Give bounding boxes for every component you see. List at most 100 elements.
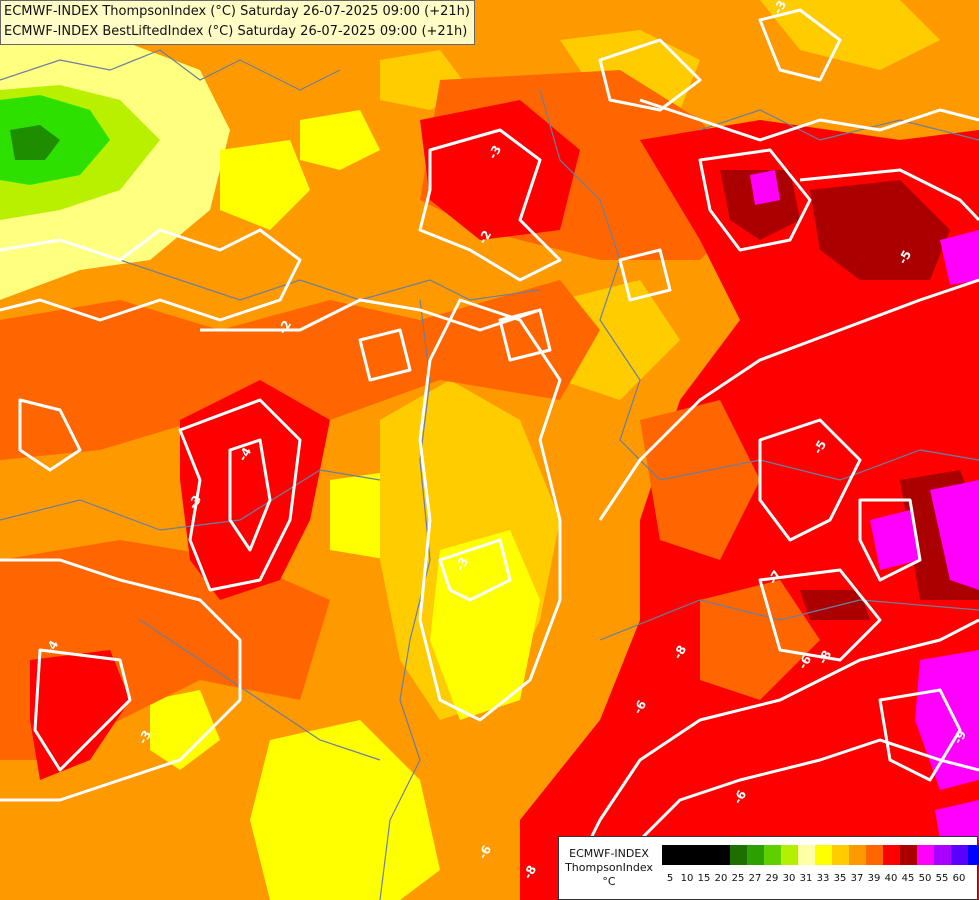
- border-line: [0, 469, 381, 531]
- field-yellow-north-2: [300, 110, 380, 170]
- contour-line: [33, 648, 132, 772]
- legend-swatch: [713, 845, 730, 865]
- contour-label: -6: [730, 788, 749, 807]
- border-line: [0, 49, 341, 91]
- contour-label: -3: [485, 143, 504, 162]
- contour-line: [200, 298, 541, 332]
- contour-line: [418, 298, 562, 722]
- contour-line: [0, 558, 242, 802]
- field-magenta-ne: [750, 170, 780, 205]
- contour-line: [418, 128, 562, 282]
- legend-tick-label: 45: [901, 873, 915, 884]
- contour-line: [639, 98, 979, 142]
- contour-labels: -3-3-2-2-5-5-4-3-4-3-3-6-7-8 -8-6-9-6-6-8: [42, 0, 969, 882]
- legend-swatch: [866, 845, 883, 865]
- legend-swatch: [730, 845, 747, 865]
- color-legend: ECMWF-INDEX ThompsonIndex °C 5 10 15 20 25 27…: [558, 836, 979, 900]
- field-dark-red-se: [800, 590, 870, 620]
- field-dark-red-ne-2: [810, 180, 950, 280]
- contour-label: -3: [135, 728, 154, 747]
- contour-label: -8: [520, 863, 539, 882]
- legend-tick-label: 39: [867, 873, 881, 884]
- legend-tick-label: 40: [884, 873, 898, 884]
- legend-swatch: [662, 845, 679, 865]
- field-dark-orange-east-hole-2: [700, 580, 820, 700]
- field-yellow-north: [220, 140, 310, 230]
- contour-line: [0, 228, 302, 322]
- legend-tick-label: 25: [731, 873, 745, 884]
- legend-tick-label: 10: [680, 873, 694, 884]
- contour-line: [618, 248, 672, 302]
- legend-swatch: [968, 845, 979, 865]
- legend-swatch: [951, 845, 968, 865]
- field-dark-red-ne: [720, 170, 800, 240]
- legend-swatch: [781, 845, 798, 865]
- field-yellow-center-2: [430, 530, 540, 720]
- legend-tick-label: 50: [918, 873, 932, 884]
- legend-tick-label: 35: [833, 873, 847, 884]
- legend-swatch: [679, 845, 696, 865]
- title-thompson-index: ECMWF-INDEX ThompsonIndex (°C) Saturday …: [4, 4, 470, 19]
- legend-swatch: [696, 845, 713, 865]
- contour-line: [758, 8, 842, 82]
- field-red-sw: [30, 650, 130, 780]
- legend-swatch: [747, 845, 764, 865]
- field-yellow-sw: [150, 690, 220, 770]
- contour-line: [878, 688, 962, 782]
- contour-label: -5: [810, 438, 829, 457]
- field-magenta-se: [915, 650, 979, 790]
- contour-line: [799, 168, 979, 222]
- legend-tick-label: 27: [748, 873, 762, 884]
- contour-line: [228, 438, 272, 552]
- legend-tick-label: 37: [850, 873, 864, 884]
- legend-swatch: [917, 845, 934, 865]
- border-line: [139, 619, 381, 761]
- legend-tick-label: 33: [816, 873, 830, 884]
- title-best-lifted-index: ECMWF-INDEX BestLiftedIndex (°C) Saturda…: [4, 24, 468, 39]
- legend-swatch: [815, 845, 832, 865]
- field-gold-east: [560, 280, 680, 400]
- contour-label: -8: [815, 648, 834, 667]
- legend-swatch: [900, 845, 917, 865]
- contour-label: -6: [630, 698, 649, 717]
- field-dark-green-nw: [10, 125, 60, 160]
- legend-tick-label: 29: [765, 873, 779, 884]
- contour-line: [698, 148, 812, 252]
- legend-title-line: ECMWF-INDEX: [569, 847, 649, 860]
- field-magenta-e: [870, 510, 920, 570]
- field-red-north: [420, 100, 580, 240]
- contour-line: [178, 398, 302, 592]
- border-line: [539, 89, 661, 481]
- contour-label: -2: [475, 228, 494, 247]
- contour-label: -3: [770, 0, 789, 17]
- field-gold-top: [760, 0, 940, 70]
- country-borders: [0, 49, 979, 900]
- border-line: [599, 599, 979, 641]
- contour-label: -6: [795, 653, 814, 672]
- contour-label: -7: [765, 568, 784, 587]
- field-magenta-ne-2: [940, 230, 979, 285]
- legend-tick-label: 15: [697, 873, 711, 884]
- map-title-box: ECMWF-INDEX ThompsonIndex (°C) Saturday …: [0, 0, 475, 45]
- contour-label: -8: [670, 643, 689, 662]
- border-line: [699, 109, 979, 141]
- legend-tick-label: 60: [952, 873, 966, 884]
- contour-label: -5: [895, 248, 914, 267]
- contour-line: [598, 38, 702, 112]
- contour-label: -9: [950, 728, 969, 747]
- field-yellow-south: [250, 720, 440, 900]
- legend-tick-label: 31: [799, 873, 813, 884]
- contour-label: -4: [235, 445, 254, 464]
- field-dark-orange-east-hole: [640, 400, 760, 560]
- field-red-east: [520, 120, 979, 900]
- contour-line: [858, 498, 922, 582]
- legend-tick-label: 5: [666, 873, 674, 884]
- legend-swatch: [883, 845, 900, 865]
- legend-title-line: ThompsonIndex: [565, 861, 653, 874]
- best-lifted-index-contours: [0, 8, 979, 900]
- contour-label: -3: [452, 555, 471, 574]
- contour-line: [498, 308, 552, 362]
- border-line: [119, 259, 541, 301]
